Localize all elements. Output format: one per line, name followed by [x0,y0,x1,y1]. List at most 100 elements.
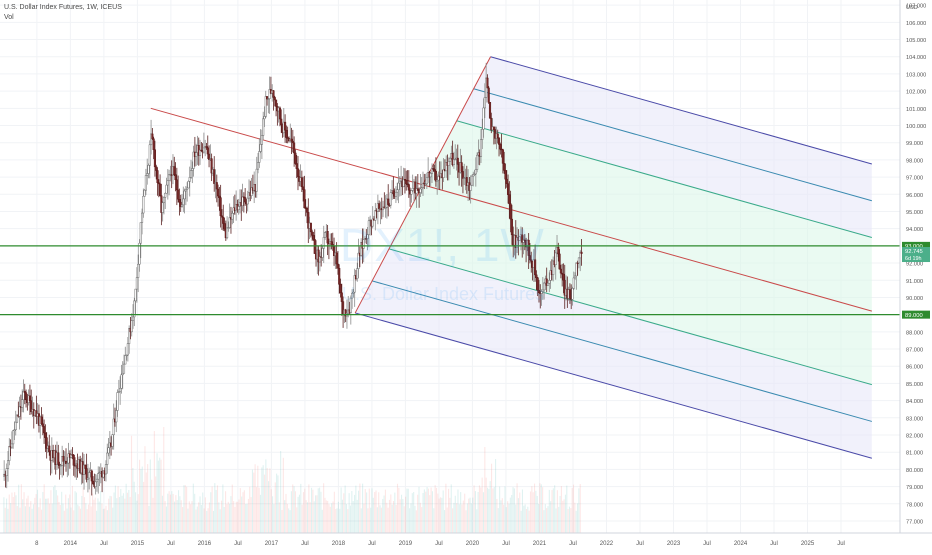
chart-title[interactable]: U.S. Dollar Index Futures, 1W, ICEUS [4,4,122,11]
candle-body [85,468,88,480]
candle-body [410,190,413,195]
volume-bar [296,507,298,533]
candle-body [44,432,47,438]
candle-body [384,207,387,209]
volume-bar [504,486,506,533]
pitchfork-upper-middle [473,88,872,202]
volume-bar [105,505,107,533]
volume-bar [239,488,241,533]
volume-bar [388,499,391,533]
volume-bar [4,507,6,533]
candle-body [437,175,440,181]
volume-bar [212,510,215,533]
volume-bar [477,491,479,533]
x-tick-label: Jul [502,541,510,547]
volume-bar [352,501,354,533]
volume-bar [97,498,99,533]
volume-bar [335,509,337,533]
volume-bar [266,468,268,533]
candle-body [200,149,203,152]
pitchfork-fill-lower-outer [355,248,872,459]
volume-bar [558,506,560,533]
candle-body [577,257,580,264]
candle-body [552,260,555,275]
volume-bar [382,498,384,533]
candle-body [295,163,298,169]
pitchfork-lower-middle [371,280,872,422]
volume-bar [375,490,377,533]
volume-bar [543,510,545,533]
volume-bar [313,501,315,533]
candle-body [322,237,325,249]
volume-bar [525,509,528,533]
candle-body [168,174,171,182]
x-tick-label: Jul [234,541,242,547]
candle-body [202,147,205,153]
candle-body [509,203,512,220]
volume-bar [402,498,404,533]
instrument-watermark: U.S. Dollar Index Futures [342,284,545,304]
pitchfork-fill-upper-outer [456,56,872,238]
candle-body [430,168,434,174]
candle-body [258,151,261,163]
candle-body [312,235,315,240]
volume-bar [466,503,468,533]
candle-body [264,96,267,117]
volume-bar [145,472,147,533]
volume-bar [503,504,505,533]
candle-body [213,169,216,184]
volume-bar [438,498,440,533]
volume-bar [6,498,8,533]
candle-body [568,289,571,299]
candle-body [97,473,100,480]
volume-bar [539,483,541,533]
volume-bar [372,497,374,533]
candle-body [242,196,245,198]
volume-bar [113,492,115,533]
candle-body [124,355,127,365]
candle-body [220,215,223,218]
volume-bar [540,484,542,533]
candle-body [535,274,538,279]
volume-bar [433,508,435,533]
candle-body [503,163,506,171]
candle-body [321,248,324,258]
volume-bar [337,501,339,533]
candle-body [48,445,51,453]
volume-indicator-label[interactable]: Vol [4,14,14,21]
volume-bar [431,491,433,533]
candle-body [290,138,293,142]
volume-bar [226,504,228,533]
candle-body [250,187,253,196]
volume-bar [211,486,213,533]
volume-bar [39,498,41,533]
volume-bar [133,481,135,533]
candle-body [309,222,312,233]
volume-bar [493,487,495,533]
volume-bar [92,493,94,533]
volume-bar [128,489,130,533]
volume-bar [38,507,40,533]
candle-body [374,210,377,221]
candle-body [205,146,208,149]
volume-bar [32,504,35,533]
chart-legend: U.S. Dollar Index Futures, 1W, ICEUS Vol [4,3,122,23]
candle-body [510,218,513,236]
volume-bar [26,498,28,533]
candle-body [84,464,87,469]
volume-bar [481,477,483,533]
volume-bar [473,485,475,533]
volume-bar [171,491,173,533]
volume-bar [61,491,63,533]
volume-bar [554,485,556,533]
candle-body [156,170,159,183]
volume-bar [255,487,258,533]
candle-body [549,270,552,281]
volume-bar [109,495,111,533]
volume-bar [120,488,122,533]
volume-bar [222,484,224,533]
x-tick-label: 2021 [533,541,547,547]
candle-body [470,175,474,186]
